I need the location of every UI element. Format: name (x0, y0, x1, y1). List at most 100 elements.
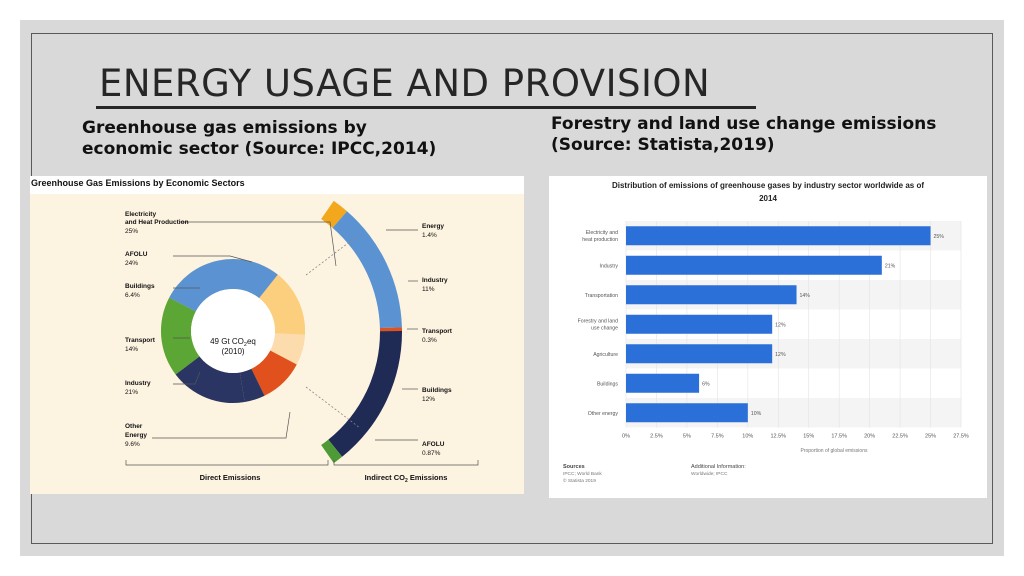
indirect-label-prefix: Indirect CO (365, 473, 406, 482)
bar-x-tick-4: 7.5% (711, 434, 724, 440)
bar-category-electricity-and-heat-production-line1: Electricity and (586, 230, 618, 236)
label-afolu: AFOLU (125, 251, 148, 258)
additional-info-line1: Worldwide; IPCC (691, 471, 728, 477)
label-afolu-value: 24% (125, 260, 138, 267)
bar-x-tick-6: 12.5% (770, 434, 786, 440)
bar-transportation (626, 285, 797, 305)
donut-slice-electricity-and-heat-production (161, 297, 200, 375)
bar-value-agriculture: 12% (775, 352, 786, 358)
label-other-line1: Other (125, 423, 143, 430)
bar-category-buildings: Buildings (597, 381, 618, 387)
label-buildings-indirect: Buildings (422, 387, 452, 394)
label-buildings: Buildings (125, 283, 155, 290)
indirect-segment-afolu (321, 439, 343, 464)
direct-labels: Electricity and Heat Production 25% AFOL… (125, 211, 189, 448)
indirect-segment-buildings (328, 330, 402, 457)
label-transport: Transport (125, 337, 156, 344)
left-heading-line2: economic sector (Source: IPCC,2014) (82, 139, 437, 159)
label-industry-indirect-value: 11% (422, 286, 435, 293)
label-other-value: 9.6% (125, 441, 140, 448)
bar-x-tick-11: 25% (925, 434, 936, 440)
bar-chart-title-line1: Distribution of emissions of greenhouse … (612, 181, 924, 190)
donut-hole (191, 289, 275, 373)
bar-industry (626, 255, 882, 275)
ipcc-chart-panel: Greenhouse Gas Emissions by Economic Sec… (30, 176, 524, 494)
bar-value-other-energy: 10% (751, 411, 762, 417)
bar-category-transportation: Transportation (585, 293, 618, 299)
bar-category-industry: Industry (600, 263, 619, 269)
bar-category-electricity-and-heat-production-line2: heat production (582, 237, 618, 243)
bar-x-tick-8: 17.5% (831, 434, 847, 440)
label-afolu-indirect: AFOLU (422, 441, 445, 448)
label-electricity-line2: and Heat Production (125, 219, 189, 226)
leader-afolu (173, 255, 253, 263)
indirect-label-suffix: Emissions (408, 473, 448, 482)
label-afolu-indirect-value: 0.87% (422, 450, 441, 457)
slide-title: ENERGY USAGE AND PROVISION (99, 62, 711, 105)
ipcc-chart-title: Greenhouse Gas Emissions by Economic Sec… (31, 178, 245, 188)
bar-agriculture (626, 344, 773, 364)
bar-x-tick-1: 0% (622, 434, 630, 440)
label-energy-indirect: Energy (422, 223, 444, 230)
label-other-line2: Energy (125, 432, 147, 439)
bar-x-tick-2: 2.5% (650, 434, 663, 440)
label-transport-indirect: Transport (422, 328, 453, 335)
bar-buildings (626, 373, 700, 393)
donut-slice-industry-direct (169, 259, 278, 312)
bar-value-labels: 25% 21% 14% 12% 12% 6% 10% (702, 234, 944, 417)
bar-chart-title-line2: 2014 (759, 194, 777, 203)
statista-bar-chart: Distribution of emissions of greenhouse … (549, 176, 987, 498)
sources-heading: Sources (563, 464, 585, 470)
label-transport-indirect-value: 0.3% (422, 337, 437, 344)
bar-category-agriculture: Agriculture (593, 352, 618, 358)
leader-electricity (180, 221, 337, 267)
label-transport-value: 14% (125, 346, 138, 353)
bar-value-buildings: 6% (702, 381, 710, 387)
donut-center-year: (2010) (221, 347, 244, 356)
additional-info-heading: Additional Information: (691, 464, 746, 470)
bar-category-forestry-and-land-use-change-line1: Forestry and land (578, 318, 618, 324)
bar-x-ticks: 0% 2.5% 5% 7.5% 10% 12.5% 15% 17.5% 20% 22.5% 25% 2… (622, 434, 969, 440)
bar-value-electricity-and-heat-production: 25% (934, 234, 945, 240)
label-industry-value: 21% (125, 389, 138, 396)
bracket-direct (125, 460, 329, 466)
bar-other-energy (626, 403, 748, 423)
bracket-indirect (333, 460, 479, 466)
label-buildings-value: 6.4% (125, 292, 140, 299)
bar-value-forestry-and-land-use-change: 12% (775, 322, 786, 328)
donut-slices (161, 259, 305, 403)
label-industry: Industry (125, 380, 151, 387)
donut-slice-buildings (239, 368, 265, 403)
bar-x-tick-3: 5% (683, 434, 691, 440)
donut-slice-industry (259, 274, 305, 335)
center-label-suffix: eq (247, 337, 256, 346)
leader-other (152, 411, 291, 439)
right-heading-line1: Forestry and land use change emissions (551, 114, 937, 134)
indirect-arc-segments (321, 200, 402, 464)
left-heading: Greenhouse gas emissions by economic sec… (82, 118, 436, 160)
indirect-segment-industry (332, 211, 402, 329)
indirect-labels: Energy 1.4% Industry 11% Transport 0.3% … (422, 223, 453, 457)
donut-slice-afolu (175, 356, 245, 403)
indirect-segment-transport (379, 327, 402, 332)
label-electricity-line1: Electricity (125, 211, 156, 218)
label-industry-indirect: Industry (422, 277, 448, 284)
indirect-label-sub: 2 (405, 478, 408, 484)
ipcc-donut-chart: Greenhouse Gas Emissions by Economic Sec… (30, 178, 524, 494)
leader-industry (173, 371, 201, 385)
direct-emissions-label: Direct Emissions (200, 473, 261, 482)
connector-dotted-bottom (305, 386, 361, 429)
donut-slice-other-energy (270, 333, 305, 365)
bar-marks (626, 226, 931, 423)
bar-x-tick-5: 10% (742, 434, 753, 440)
bar-x-tick-7: 15% (803, 434, 814, 440)
bar-category-other-energy: Other energy (588, 411, 619, 417)
label-electricity-value: 25% (125, 228, 138, 235)
bar-x-tick-12: 27.5% (953, 434, 969, 440)
bar-category-forestry-and-land-use-change-line2: use change (591, 325, 618, 331)
donut-slice-transport (251, 350, 297, 396)
bar-value-transportation: 14% (800, 293, 811, 299)
statista-chart-panel: Distribution of emissions of greenhouse … (549, 176, 987, 498)
sources-line1: IPCC; World Bank (563, 471, 602, 477)
